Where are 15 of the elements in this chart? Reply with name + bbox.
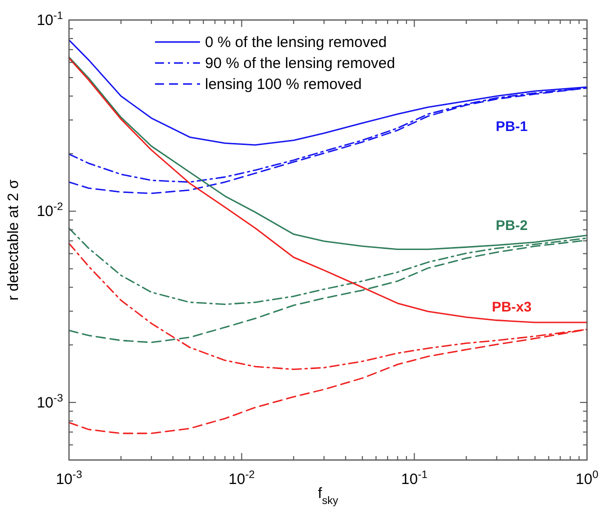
y-tick-label: 10$^{-2}$ — [36, 201, 63, 220]
legend-label: 90 % of the lensing removed — [205, 55, 396, 72]
x-tick-label: 10$^{0}$ — [576, 469, 598, 488]
legend-label: 0 % of the lensing removed — [205, 34, 387, 51]
y-tick-label: 10$^{-1}$ — [36, 10, 63, 29]
annotation: PB-2 — [496, 217, 528, 234]
x-axis-title: f$_{sky}$ — [318, 485, 339, 507]
x-tick-label: 10$^{-3}$ — [56, 469, 82, 488]
y-axis-title: r detectable at 2 σ — [5, 178, 22, 300]
y-tick-label: 10$^{-3}$ — [36, 392, 63, 412]
x-tick-label: 10$^{-2}$ — [228, 469, 255, 488]
annotation: PB-x3 — [492, 298, 532, 314]
legend-label: lensing 100 % removed — [205, 76, 362, 93]
x-tick-label: 10$^{-1}$ — [401, 469, 428, 488]
annotation: PB-1 — [496, 118, 528, 134]
